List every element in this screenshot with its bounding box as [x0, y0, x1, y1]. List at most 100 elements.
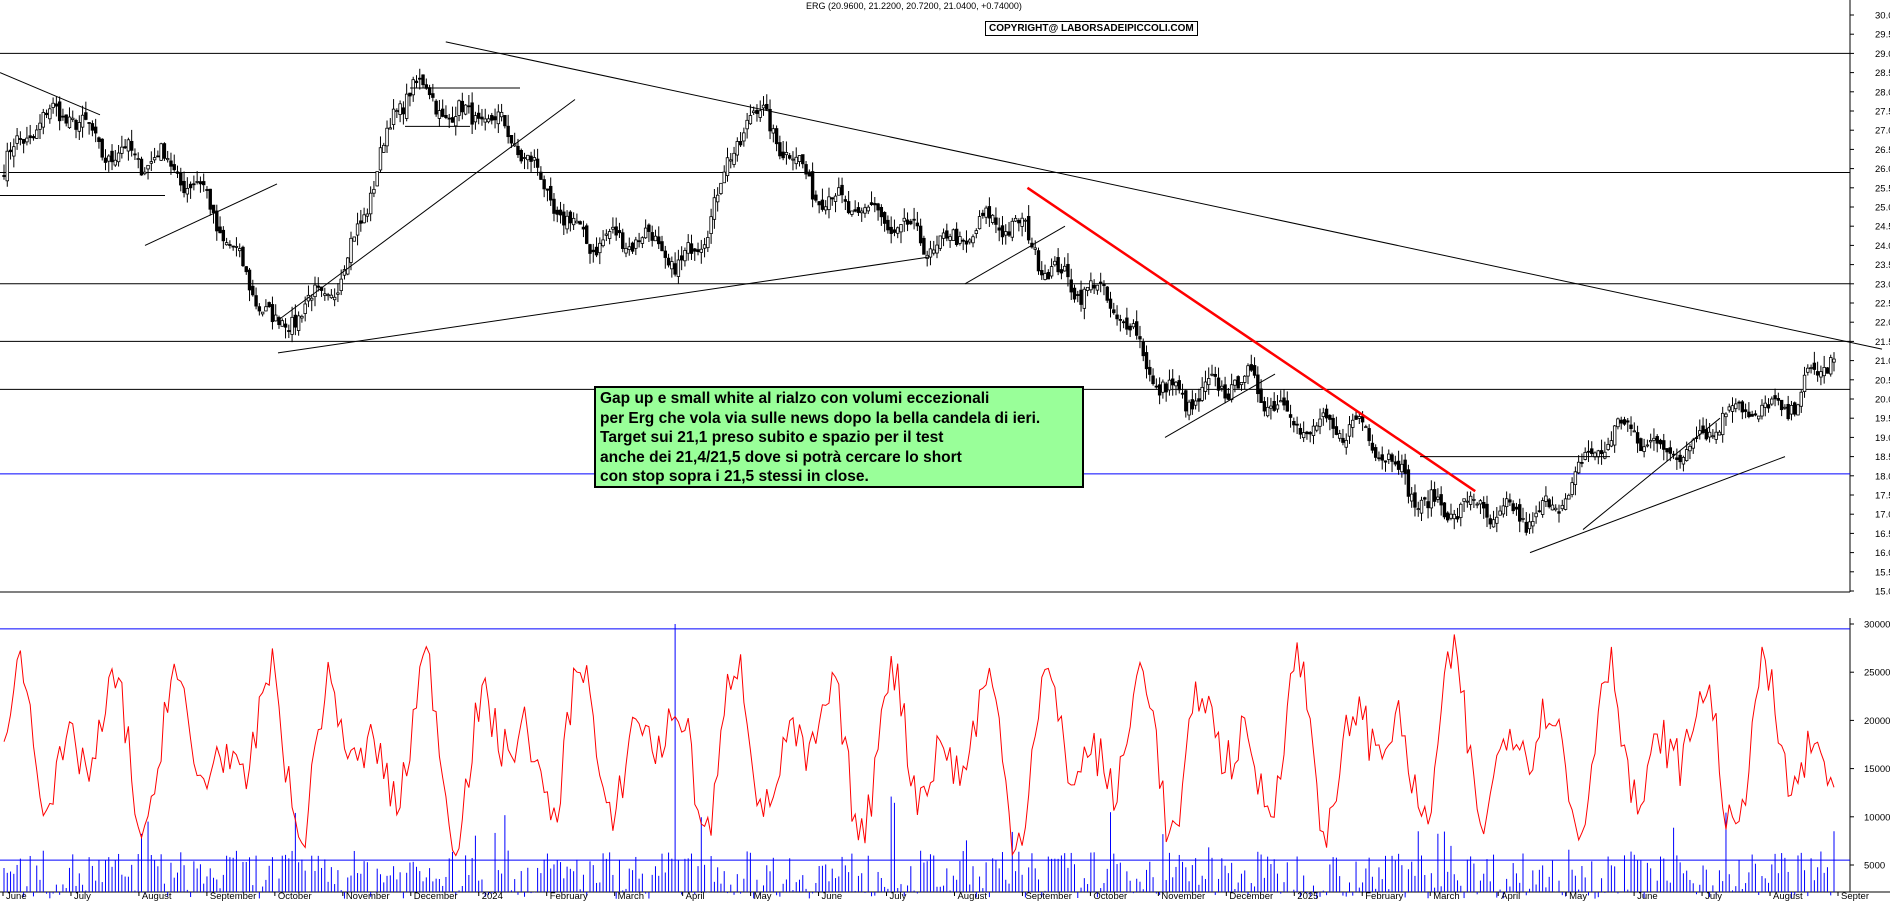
candle-down	[817, 201, 821, 206]
candle-up	[1315, 425, 1319, 431]
candle-down	[192, 183, 196, 186]
candle-down	[1249, 364, 1253, 371]
candle-down	[1423, 497, 1427, 500]
candle-up	[1560, 504, 1564, 510]
candle-down	[843, 199, 848, 202]
candle-up	[951, 229, 956, 241]
candle-up	[1550, 504, 1555, 511]
candle-up	[604, 233, 609, 236]
candle-up	[355, 223, 360, 236]
candle-up	[1436, 496, 1440, 500]
candle-down	[1282, 397, 1286, 406]
candle-up	[1400, 463, 1404, 473]
candle-up	[833, 195, 838, 202]
candle-up	[722, 171, 726, 184]
candle-up	[1491, 519, 1496, 528]
candle-down	[1701, 425, 1705, 434]
candle-down	[1815, 371, 1820, 376]
candle-up	[486, 118, 491, 123]
candle-up	[977, 216, 982, 230]
candle-up	[388, 127, 392, 130]
candle-up	[565, 215, 569, 230]
candle-down	[97, 137, 101, 142]
candle-down	[1396, 460, 1401, 470]
candle-down	[1619, 419, 1623, 424]
candle-up	[643, 227, 648, 239]
candle-down	[1252, 365, 1257, 376]
candle-up	[1645, 444, 1650, 447]
candle-up	[126, 139, 131, 152]
candle-up	[1527, 521, 1532, 530]
candle-down	[1599, 450, 1604, 455]
candle-down	[830, 197, 834, 200]
candle-down	[509, 135, 514, 144]
candle-up	[653, 235, 658, 242]
candle-down	[434, 100, 438, 115]
candle-up	[1265, 406, 1270, 417]
price-tick-label: 18.0	[1875, 471, 1890, 482]
candle-up	[866, 206, 870, 212]
candle-down	[247, 269, 252, 291]
candle-up	[784, 152, 789, 156]
candle-up	[837, 187, 841, 196]
candle-down	[961, 239, 965, 242]
candle-down	[535, 158, 540, 168]
candle-up	[1495, 516, 1499, 524]
candle-up	[185, 188, 190, 195]
candle-down	[1144, 352, 1149, 370]
candle-down	[807, 171, 812, 177]
candle-up	[850, 210, 854, 215]
price-tick-label: 15.5	[1875, 567, 1890, 578]
volume-oscillator-line	[3, 634, 1835, 857]
note-line: Target sui 21,1 preso subito e spazio pe…	[600, 429, 944, 447]
candle-down	[470, 102, 474, 125]
candle-up	[264, 306, 268, 312]
candle-down	[876, 203, 880, 211]
candle-down	[1121, 321, 1126, 324]
candle-up	[382, 144, 386, 153]
trendline-support	[277, 256, 931, 354]
candle-up	[758, 110, 762, 118]
candle-down	[1118, 319, 1123, 321]
candle-down	[689, 243, 694, 254]
candle-down	[1154, 385, 1159, 388]
time-tick-label: December	[414, 891, 458, 902]
candle-down	[1518, 504, 1522, 522]
candle-down	[1331, 417, 1335, 429]
candle-up	[827, 196, 831, 210]
candle-up	[1275, 404, 1280, 410]
candle-up	[1004, 231, 1008, 236]
candle-down	[568, 211, 573, 224]
candle-up	[71, 117, 75, 120]
candle-down	[57, 101, 62, 122]
candle-up	[1707, 431, 1712, 438]
candle-up	[1049, 266, 1054, 277]
candle-down	[1773, 395, 1777, 400]
candle-up	[1802, 374, 1807, 392]
candle-up	[751, 110, 756, 114]
candle-down	[1786, 403, 1790, 420]
trendline-support	[0, 72, 101, 116]
price-tick-label: 21.5	[1875, 337, 1890, 348]
candle-down	[1213, 373, 1217, 377]
candle-up	[761, 104, 766, 109]
candle-down	[1288, 414, 1293, 418]
candle-down	[1292, 420, 1296, 426]
candle-down	[241, 246, 245, 267]
candle-down	[162, 143, 167, 159]
price-tick-label: 23.0	[1875, 279, 1890, 290]
candle-down	[401, 107, 406, 115]
candle-up	[120, 146, 124, 154]
candle-up	[1010, 220, 1015, 238]
candle-up	[1603, 451, 1607, 459]
time-tick-label: November	[346, 891, 390, 902]
candle-up	[457, 100, 461, 116]
price-tick-label: 15.0	[1875, 587, 1890, 598]
candle-down	[1164, 383, 1168, 393]
candle-up	[1085, 286, 1090, 291]
candle-down	[1704, 429, 1709, 440]
candle-up	[1053, 260, 1057, 266]
candle-up	[1462, 498, 1466, 502]
candle-up	[948, 236, 952, 241]
candle-up	[1684, 449, 1689, 461]
